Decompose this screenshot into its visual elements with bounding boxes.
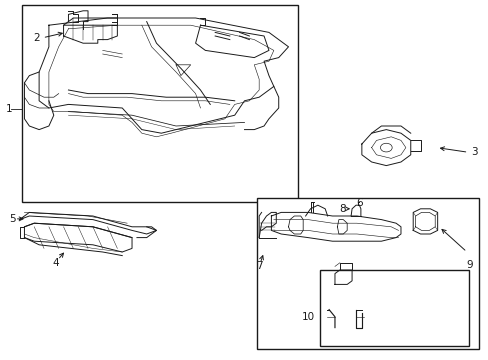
Bar xyxy=(256,198,478,349)
Text: 11: 11 xyxy=(319,337,333,347)
Text: 5: 5 xyxy=(9,214,16,224)
Text: 6: 6 xyxy=(355,198,362,208)
Text: 12: 12 xyxy=(359,337,373,347)
Text: 8: 8 xyxy=(338,204,345,214)
Text: 10: 10 xyxy=(302,312,315,322)
Circle shape xyxy=(380,143,391,152)
Text: 4: 4 xyxy=(53,258,60,268)
Text: 9: 9 xyxy=(465,260,472,270)
Bar xyxy=(320,270,468,346)
Text: 2: 2 xyxy=(33,33,40,43)
Text: 3: 3 xyxy=(470,147,477,157)
Text: 7: 7 xyxy=(255,261,262,271)
Bar xyxy=(22,5,298,202)
Text: 1: 1 xyxy=(5,104,12,114)
